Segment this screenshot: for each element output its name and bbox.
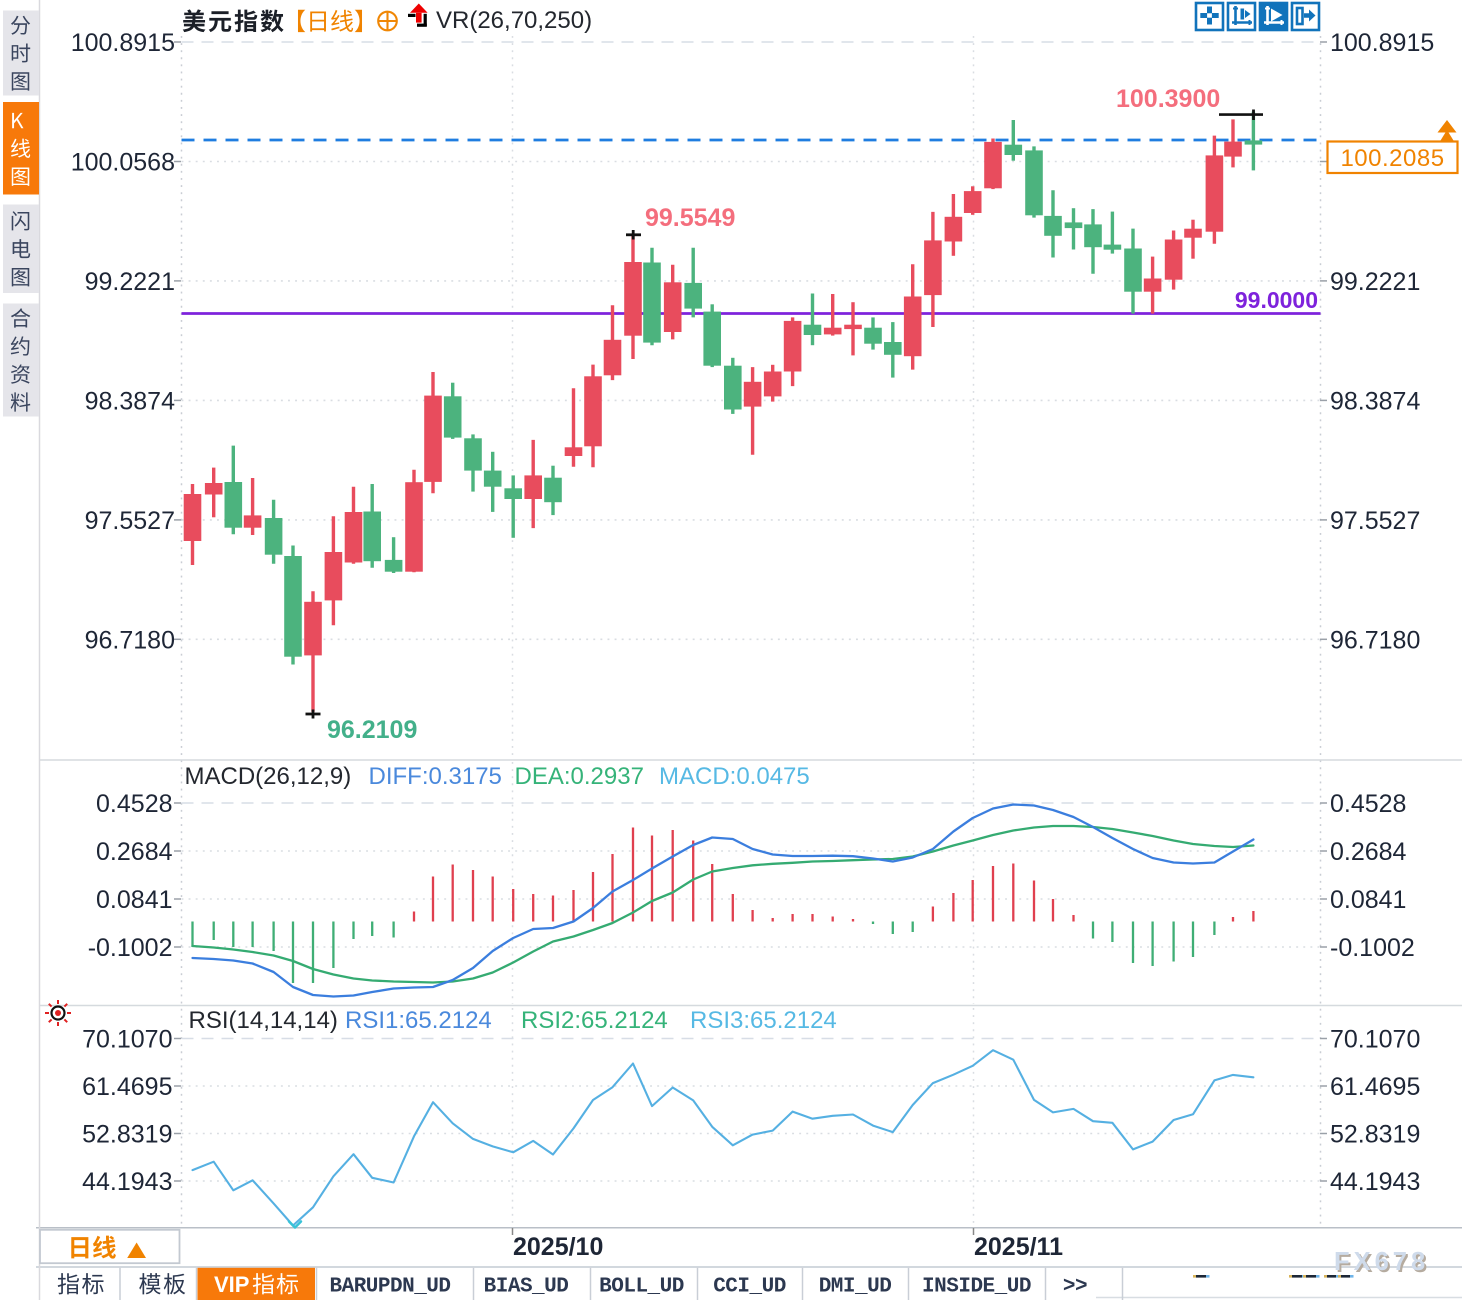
- svg-text:96.2109: 96.2109: [327, 716, 417, 744]
- svg-text:MACD:0.0475: MACD:0.0475: [659, 763, 810, 790]
- svg-text:BOLL_UD: BOLL_UD: [599, 1276, 684, 1299]
- svg-text:2025/11: 2025/11: [974, 1233, 1063, 1261]
- svg-text:RSI3:65.2124: RSI3:65.2124: [690, 1007, 837, 1034]
- svg-text:100.3900: 100.3900: [1116, 85, 1220, 113]
- svg-text:44.1943: 44.1943: [82, 1168, 172, 1196]
- svg-text:BIAS_UD: BIAS_UD: [484, 1276, 569, 1299]
- svg-text:0.0841: 0.0841: [96, 886, 172, 914]
- svg-text:-0.1002: -0.1002: [88, 934, 173, 962]
- svg-text:CCI_UD: CCI_UD: [713, 1276, 786, 1299]
- svg-text:44.1943: 44.1943: [1330, 1168, 1420, 1196]
- svg-text:>>: >>: [1063, 1276, 1087, 1299]
- svg-text:0.2684: 0.2684: [1330, 838, 1407, 866]
- svg-text:98.3874: 98.3874: [1330, 387, 1420, 415]
- svg-text:FX678: FX678: [1336, 1250, 1431, 1278]
- svg-text:99.2221: 99.2221: [85, 268, 175, 296]
- svg-text:RSI(14,14,14): RSI(14,14,14): [189, 1007, 338, 1034]
- svg-text:DMI_UD: DMI_UD: [819, 1276, 892, 1299]
- svg-text:INSIDE_UD: INSIDE_UD: [922, 1276, 1031, 1299]
- svg-text:96.7180: 96.7180: [85, 626, 175, 654]
- svg-text:0.0841: 0.0841: [1330, 886, 1406, 914]
- svg-text:52.8319: 52.8319: [1330, 1121, 1420, 1149]
- svg-text:DEA:0.2937: DEA:0.2937: [515, 763, 644, 790]
- svg-text:0.4528: 0.4528: [96, 790, 172, 818]
- svg-text:RSI2:65.2124: RSI2:65.2124: [521, 1007, 668, 1034]
- svg-text:MACD(26,12,9): MACD(26,12,9): [185, 763, 352, 790]
- svg-text:100.2085: 100.2085: [1340, 145, 1444, 172]
- svg-text:52.8319: 52.8319: [82, 1121, 172, 1149]
- svg-text:98.3874: 98.3874: [85, 387, 175, 415]
- svg-text:BARUPDN_UD: BARUPDN_UD: [329, 1276, 450, 1299]
- svg-text:100.0568: 100.0568: [71, 149, 175, 177]
- svg-text:99.0000: 99.0000: [1235, 287, 1318, 313]
- svg-text:61.4695: 61.4695: [1330, 1073, 1420, 1101]
- svg-text:70.1070: 70.1070: [82, 1026, 172, 1054]
- svg-text:97.5527: 97.5527: [1330, 507, 1420, 535]
- svg-text:-0.1002: -0.1002: [1330, 934, 1415, 962]
- svg-text:2025/10: 2025/10: [513, 1233, 603, 1261]
- svg-text:100.8915: 100.8915: [71, 29, 175, 57]
- svg-text:96.7180: 96.7180: [1330, 626, 1420, 654]
- svg-text:VIP: VIP: [214, 1272, 249, 1297]
- svg-text:0.4528: 0.4528: [1330, 790, 1406, 818]
- svg-text:0.2684: 0.2684: [96, 838, 173, 866]
- svg-text:100.8915: 100.8915: [1330, 29, 1434, 57]
- svg-text:99.5549: 99.5549: [645, 204, 735, 232]
- svg-text:99.2221: 99.2221: [1330, 268, 1420, 296]
- svg-text:RSI1:65.2124: RSI1:65.2124: [345, 1007, 492, 1034]
- svg-text:VR(26,70,250): VR(26,70,250): [436, 7, 592, 34]
- svg-text:FX678: FX678: [1334, 1248, 1429, 1276]
- svg-text:61.4695: 61.4695: [82, 1073, 172, 1101]
- svg-text:97.5527: 97.5527: [85, 507, 175, 535]
- svg-text:DIFF:0.3175: DIFF:0.3175: [369, 763, 502, 790]
- svg-text:70.1070: 70.1070: [1330, 1026, 1420, 1054]
